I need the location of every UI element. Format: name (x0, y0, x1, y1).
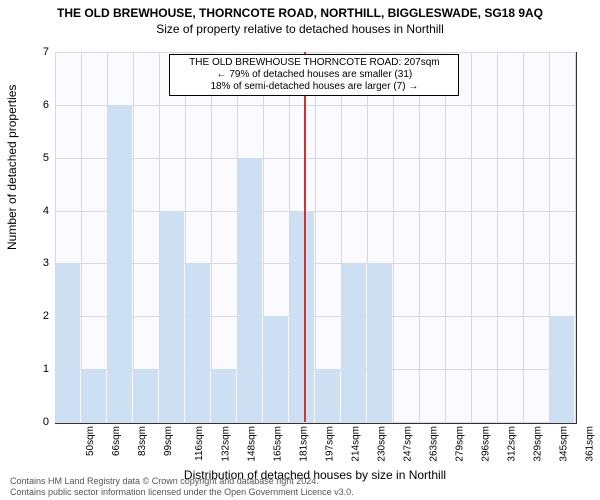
histogram-bar (134, 369, 159, 422)
xtick-label: 329sqm (533, 426, 544, 462)
gridline-h (55, 422, 575, 423)
histogram-bar (108, 105, 133, 422)
histogram-bar (290, 211, 315, 422)
footer-line-2: Contains public sector information licen… (10, 487, 590, 498)
xtick-label: 165sqm (273, 426, 284, 462)
gridline-v (211, 52, 212, 422)
histogram-chart: 0123456750sqm66sqm83sqm99sqm116sqm132sqm… (55, 52, 575, 422)
annotation-line: THE OLD BREWHOUSE THORNCOTE ROAD: 207sqm (174, 57, 454, 69)
histogram-bar (368, 263, 393, 422)
histogram-bar (186, 263, 211, 422)
xtick-label: 181sqm (299, 426, 310, 462)
xtick-label: 279sqm (455, 426, 466, 462)
xtick-label: 361sqm (585, 426, 596, 462)
gridline-v (497, 52, 498, 422)
gridline-v (315, 52, 316, 422)
histogram-bar (264, 316, 289, 422)
gridline-v (81, 52, 82, 422)
gridline-v (471, 52, 472, 422)
histogram-bar (82, 369, 107, 422)
xtick-label: 116sqm (194, 426, 205, 461)
reference-line (304, 52, 306, 422)
xtick-label: 197sqm (325, 426, 336, 462)
annotation-box: THE OLD BREWHOUSE THORNCOTE ROAD: 207sqm… (169, 54, 459, 96)
ytick-label: 5 (43, 152, 49, 164)
histogram-bar (316, 369, 341, 422)
xtick-label: 312sqm (507, 426, 518, 462)
footer-line-1: Contains HM Land Registry data © Crown c… (10, 476, 590, 487)
xtick-label: 99sqm (163, 426, 174, 456)
page-title: THE OLD BREWHOUSE, THORNCOTE ROAD, NORTH… (0, 0, 600, 20)
ytick-label: 4 (43, 205, 49, 217)
xtick-label: 83sqm (137, 426, 148, 456)
ytick-label: 6 (43, 99, 49, 111)
gridline-v (393, 52, 394, 422)
xtick-label: 263sqm (429, 426, 440, 462)
footer-attribution: Contains HM Land Registry data © Crown c… (10, 476, 590, 498)
gridline-v (445, 52, 446, 422)
histogram-bar (160, 211, 185, 422)
ytick-label: 2 (43, 310, 49, 322)
ytick-label: 1 (43, 363, 49, 375)
xtick-label: 345sqm (559, 426, 570, 462)
ytick-label: 3 (43, 257, 49, 269)
histogram-bar (56, 263, 81, 422)
ytick-label: 7 (43, 46, 49, 58)
histogram-bar (238, 158, 263, 422)
xtick-label: 296sqm (481, 426, 492, 462)
histogram-bar (212, 369, 237, 422)
annotation-line: 18% of semi-detached houses are larger (… (174, 81, 454, 93)
page-subtitle: Size of property relative to detached ho… (0, 20, 600, 36)
gridline-v (419, 52, 420, 422)
xtick-label: 247sqm (403, 426, 414, 462)
ytick-label: 0 (43, 416, 49, 428)
xtick-label: 148sqm (247, 426, 258, 462)
xtick-label: 50sqm (85, 426, 96, 456)
gridline-v (523, 52, 524, 422)
histogram-bar (550, 316, 575, 422)
gridline-v (133, 52, 134, 422)
xtick-label: 132sqm (221, 426, 232, 462)
gridline-v (575, 52, 576, 422)
xtick-label: 214sqm (351, 426, 362, 462)
histogram-bar (342, 263, 367, 422)
xtick-label: 66sqm (111, 426, 122, 456)
y-axis-label: Number of detached properties (5, 85, 19, 250)
xtick-label: 230sqm (377, 426, 388, 462)
annotation-line: ← 79% of detached houses are smaller (31… (174, 69, 454, 81)
